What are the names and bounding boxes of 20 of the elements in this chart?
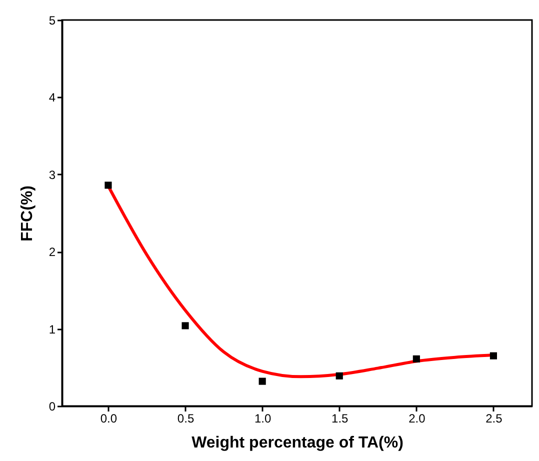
x-tick-label: 2.0 xyxy=(408,412,426,426)
point xyxy=(412,355,420,362)
x-tick-label: 2.5 xyxy=(486,412,503,426)
y-tick-label: 4 xyxy=(48,90,56,105)
x-tick-label: 1.0 xyxy=(254,412,272,426)
x-tick-label: 1.5 xyxy=(332,412,349,426)
x-tick-label: 0.0 xyxy=(100,412,118,426)
point xyxy=(258,378,266,385)
x-axis-title: Weight percentage of TA(%) xyxy=(192,434,404,452)
point xyxy=(104,182,112,189)
y-tick-label: 2 xyxy=(48,245,56,260)
y-tick-label: 3 xyxy=(48,168,56,182)
y-axis-title: FFC(%) xyxy=(18,186,36,242)
point xyxy=(490,352,498,360)
x-tick-label: 0.5 xyxy=(177,412,194,426)
y-tick-label: 0 xyxy=(48,400,56,414)
y-tick-label: 1 xyxy=(48,322,56,336)
point xyxy=(182,322,189,330)
point xyxy=(336,372,343,380)
y-tick-label: 5 xyxy=(48,14,56,28)
